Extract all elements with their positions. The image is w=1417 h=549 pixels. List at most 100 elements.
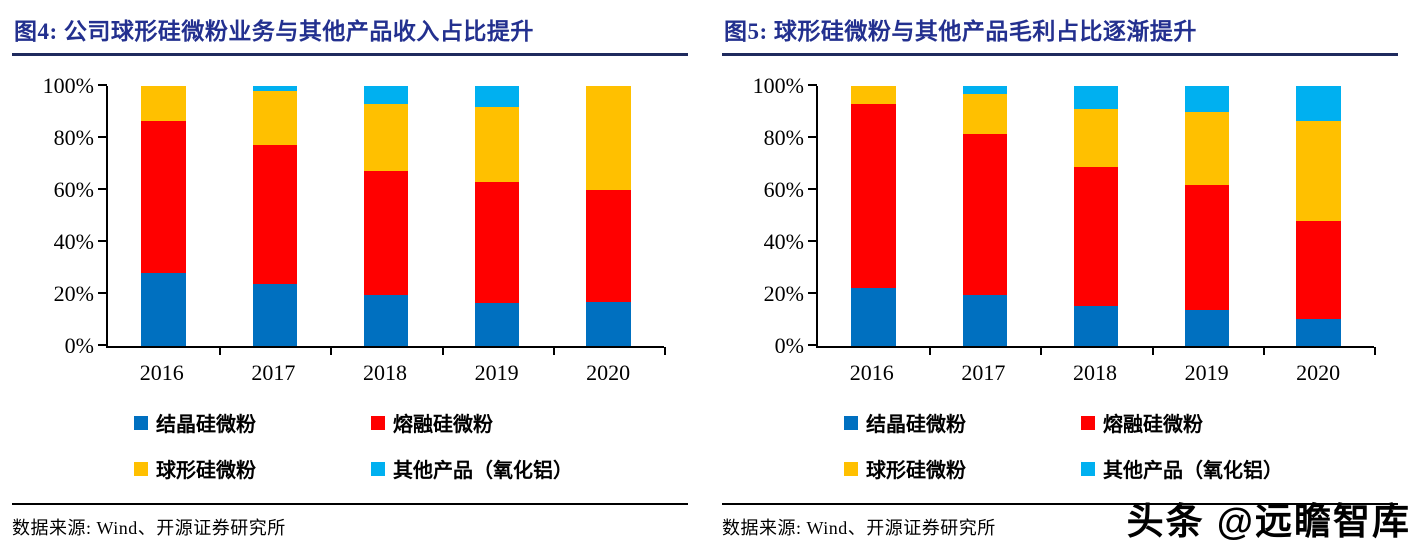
figure-4-chart: 0% 20% 40% 60% 80% 100% 2016 2017 2018 2019 2020 … bbox=[12, 75, 688, 483]
y-axis-tick-label: 60% bbox=[53, 177, 94, 202]
bar-segment bbox=[252, 91, 298, 145]
y-axis-tick-label: 0% bbox=[774, 333, 804, 358]
figure-4-panel: 图4: 公司球形硅微粉业务与其他产品收入占比提升 0% 20% 40% 60% 80% 1… bbox=[12, 10, 688, 549]
x-axis-category-label: 2018 bbox=[1072, 360, 1117, 385]
legend-swatch-icon bbox=[134, 461, 148, 476]
figure-5-source-row: 数据来源: Wind、开源证券研究所 bbox=[722, 503, 1398, 540]
stacked-bar-2017 bbox=[962, 86, 1008, 346]
y-axis-tick-mark bbox=[808, 136, 817, 138]
bar-segment bbox=[252, 86, 298, 92]
legend: 结晶硅微粉 熔融硅微粉球形硅微粉 其他产品（氧化铝） bbox=[134, 408, 664, 483]
y-axis-tick-mark bbox=[98, 240, 107, 242]
stacked-bar-2020 bbox=[586, 86, 631, 346]
y-axis-tick-mark bbox=[808, 188, 817, 190]
bar-segment bbox=[474, 182, 520, 304]
legend-swatch-icon bbox=[371, 461, 385, 476]
category-slot bbox=[553, 86, 664, 346]
figure-5-panel: 图5: 球形硅微粉与其他产品毛利占比逐渐提升 0% 20% 40% 60% 80% 100… bbox=[722, 10, 1398, 549]
bar-segment bbox=[1073, 305, 1119, 346]
y-axis-tick-label: 60% bbox=[763, 177, 804, 202]
bar-segment bbox=[252, 283, 298, 346]
bar-segment bbox=[586, 190, 631, 302]
bar-segment bbox=[1184, 112, 1230, 185]
bar-segment bbox=[962, 93, 1008, 135]
bar-segment bbox=[1296, 86, 1341, 122]
legend-swatch-icon bbox=[1081, 415, 1095, 430]
y-axis-tick-mark bbox=[98, 136, 107, 138]
bar-segment bbox=[141, 273, 186, 346]
y-axis-tick-mark bbox=[808, 84, 817, 86]
stacked-bar-2016 bbox=[851, 86, 896, 346]
stacked-bar-2018 bbox=[363, 86, 409, 346]
watermark: 头条 @远瞻智库 bbox=[1126, 501, 1411, 542]
legend-label: 熔融硅微粉 bbox=[1103, 414, 1203, 436]
legend-label: 其他产品（氧化铝） bbox=[1103, 460, 1283, 482]
legend-swatch-icon bbox=[844, 415, 858, 430]
y-axis-tick-mark bbox=[98, 292, 107, 294]
legend-swatch-icon bbox=[371, 415, 385, 430]
figure-4-title-rule bbox=[12, 53, 688, 56]
x-axis-tick-mark bbox=[441, 347, 444, 355]
figure-4-source-text: 数据来源: Wind、开源证券研究所 bbox=[12, 518, 286, 538]
bar-segment bbox=[851, 104, 896, 288]
bar-segment bbox=[363, 170, 409, 296]
bar-segment bbox=[1073, 166, 1119, 306]
y-axis-tick-label: 100% bbox=[42, 73, 94, 98]
legend-swatch-icon bbox=[134, 415, 148, 430]
bar-segment bbox=[851, 86, 896, 105]
stacked-bar-2017 bbox=[252, 86, 298, 346]
stacked-bar-2019 bbox=[474, 86, 520, 346]
y-axis-tick-label: 40% bbox=[53, 229, 94, 254]
legend-label: 球形硅微粉 bbox=[156, 460, 256, 482]
bar-segment bbox=[474, 106, 520, 183]
bar-segment bbox=[962, 134, 1008, 296]
bar-segment bbox=[1184, 184, 1230, 310]
y-axis-tick-mark bbox=[98, 84, 107, 86]
bar-segment bbox=[141, 121, 186, 274]
category-slot bbox=[108, 86, 219, 346]
legend-item: 熔融硅微粉 bbox=[371, 408, 664, 437]
y-axis-tick-mark bbox=[808, 240, 817, 242]
legend-swatch-icon bbox=[1081, 461, 1095, 476]
bar-segment bbox=[1184, 86, 1230, 113]
x-axis-tick-mark bbox=[330, 347, 333, 355]
legend-label: 结晶硅微粉 bbox=[866, 414, 966, 436]
legend-item: 熔融硅微粉 bbox=[1081, 408, 1374, 437]
bar-segment bbox=[252, 144, 298, 284]
figure-5-chart: 0% 20% 40% 60% 80% 100% 2016 2017 2018 2019 2020 … bbox=[722, 75, 1398, 483]
legend-item: 结晶硅微粉 bbox=[844, 408, 1081, 437]
stacked-bar-2019 bbox=[1184, 86, 1230, 346]
plot-area: 0% 20% 40% 60% 80% 100% bbox=[43, 75, 666, 357]
bar-segment bbox=[474, 303, 520, 346]
stacked-bar-2016 bbox=[141, 86, 186, 346]
bar-segment bbox=[1073, 109, 1119, 167]
x-axis-labels: 2016 2017 2018 2019 2020 bbox=[816, 360, 1374, 386]
x-axis-category-label: 2019 bbox=[1184, 360, 1229, 385]
figure-5-source-text: 数据来源: Wind、开源证券研究所 bbox=[722, 518, 996, 538]
stacked-bar-2018 bbox=[1073, 86, 1119, 346]
x-axis-category-label: 2017 bbox=[251, 360, 296, 385]
x-axis-category-label: 2019 bbox=[474, 360, 519, 385]
legend: 结晶硅微粉 熔融硅微粉球形硅微粉 其他产品（氧化铝） bbox=[844, 408, 1374, 483]
category-slot bbox=[442, 86, 553, 346]
legend-label: 球形硅微粉 bbox=[866, 460, 966, 482]
legend-item: 其他产品（氧化铝） bbox=[371, 454, 664, 483]
x-axis-category-label: 2016 bbox=[139, 360, 184, 385]
category-slot bbox=[1263, 86, 1374, 346]
legend-label: 熔融硅微粉 bbox=[393, 414, 493, 436]
plot-area: 0% 20% 40% 60% 80% 100% bbox=[753, 75, 1376, 357]
bar-segment bbox=[363, 104, 409, 171]
y-axis-tick-label: 40% bbox=[763, 229, 804, 254]
bar-segment bbox=[1296, 318, 1341, 346]
x-axis-labels: 2016 2017 2018 2019 2020 bbox=[106, 360, 664, 386]
category-slot bbox=[1040, 86, 1151, 346]
y-axis-tick-label: 80% bbox=[53, 125, 94, 150]
x-axis-tick-mark bbox=[664, 347, 666, 355]
legend-item: 结晶硅微粉 bbox=[134, 408, 371, 437]
bar-segment bbox=[1296, 121, 1341, 222]
y-axis-tick-mark bbox=[98, 188, 107, 190]
y-axis-tick-mark bbox=[808, 292, 817, 294]
bar-segment bbox=[1184, 309, 1230, 346]
x-axis-tick-mark bbox=[929, 347, 932, 355]
